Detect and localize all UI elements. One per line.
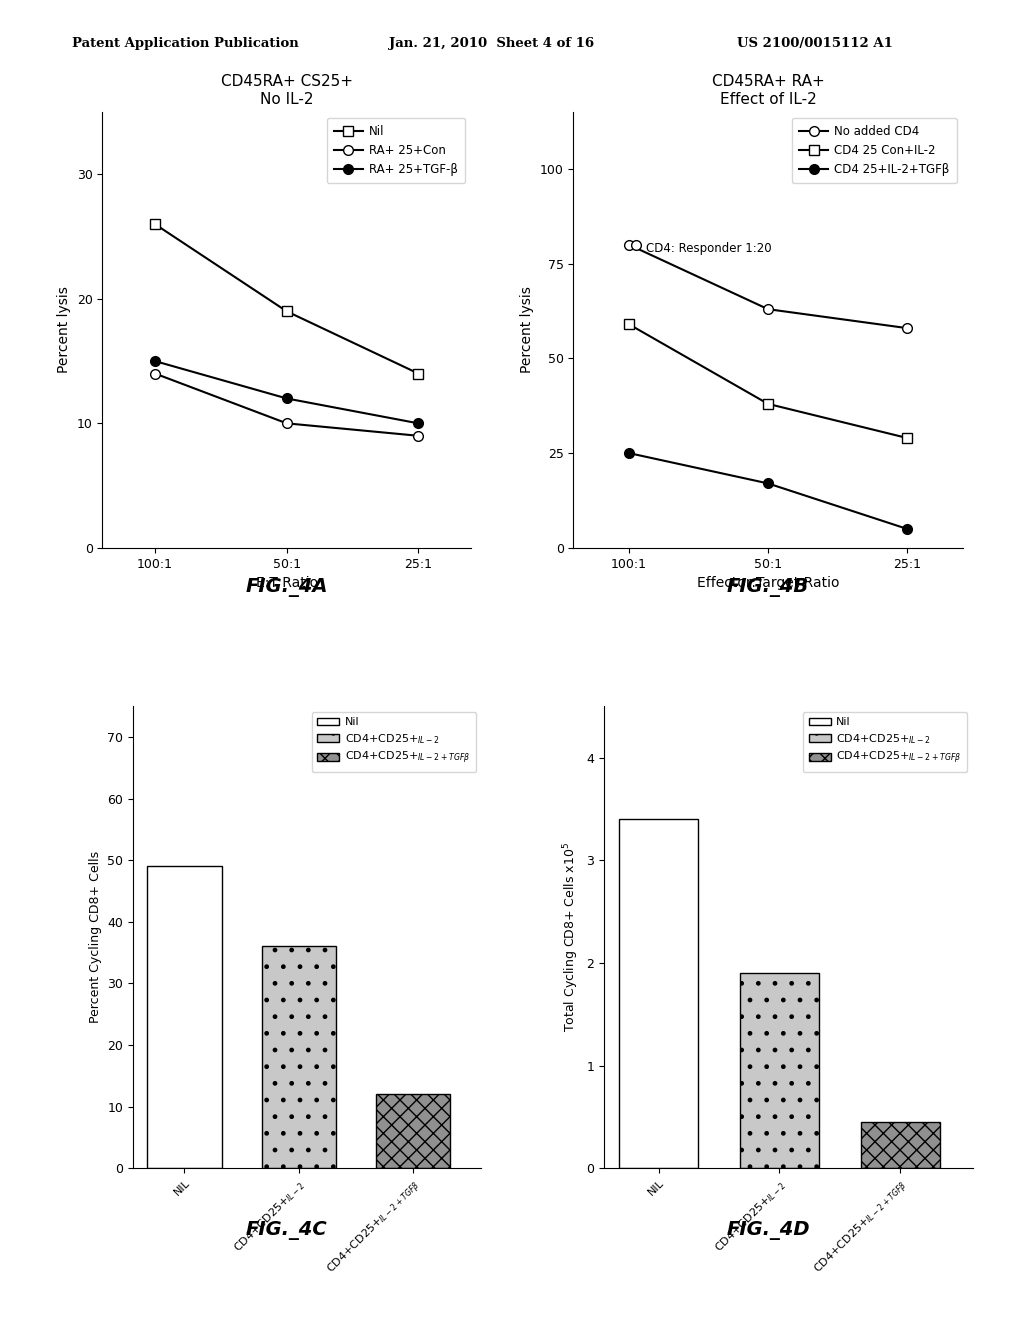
Legend: No added CD4, CD4 25 Con+IL-2, CD4 25+IL-2+TGFβ: No added CD4, CD4 25 Con+IL-2, CD4 25+IL… xyxy=(792,117,956,183)
Text: CD4: Responder 1:20: CD4: Responder 1:20 xyxy=(646,242,771,255)
Y-axis label: Percent lysis: Percent lysis xyxy=(57,286,72,374)
Bar xyxy=(620,820,697,1168)
Bar xyxy=(740,973,819,1168)
Line: RA+ 25+Con: RA+ 25+Con xyxy=(151,368,423,441)
Legend: Nil, RA+ 25+Con, RA+ 25+TGF-β: Nil, RA+ 25+Con, RA+ 25+TGF-β xyxy=(327,117,465,183)
Y-axis label: Total Cycling CD8+ Cells x10$^5$: Total Cycling CD8+ Cells x10$^5$ xyxy=(561,842,581,1032)
Text: US 2100/0015112 A1: US 2100/0015112 A1 xyxy=(737,37,893,50)
No added CD4 xyxy=(901,321,913,337)
Text: Jan. 21, 2010  Sheet 4 of 16: Jan. 21, 2010 Sheet 4 of 16 xyxy=(389,37,594,50)
X-axis label: Effector:Target Ratio: Effector:Target Ratio xyxy=(696,576,840,590)
CD4 25 Con+IL-2 xyxy=(623,317,635,333)
Title: CD45RA+ RA+
Effect of IL-2: CD45RA+ RA+ Effect of IL-2 xyxy=(712,74,824,107)
Line: No added CD4: No added CD4 xyxy=(625,240,911,333)
Y-axis label: Percent Cycling CD8+ Cells: Percent Cycling CD8+ Cells xyxy=(89,851,101,1023)
Title: CD45RA+ CS25+
No IL-2: CD45RA+ CS25+ No IL-2 xyxy=(221,74,352,107)
Line: CD4 25 Con+IL-2: CD4 25 Con+IL-2 xyxy=(625,319,911,442)
Bar xyxy=(261,946,336,1168)
CD4 25+IL-2+TGFβ xyxy=(623,445,635,461)
No added CD4 xyxy=(623,236,635,252)
Text: FIG._4B: FIG._4B xyxy=(727,578,809,597)
Text: FIG._4D: FIG._4D xyxy=(726,1221,810,1239)
RA+ 25+Con xyxy=(148,366,161,381)
Text: Patent Application Publication: Patent Application Publication xyxy=(72,37,298,50)
Line: Nil: Nil xyxy=(151,219,423,379)
Text: FIG._4C: FIG._4C xyxy=(246,1221,328,1239)
X-axis label: E:T Ratio: E:T Ratio xyxy=(256,576,317,590)
CD4 25+IL-2+TGFβ xyxy=(762,475,774,491)
RA+ 25+TGF-β xyxy=(281,391,293,407)
RA+ 25+TGF-β xyxy=(148,354,161,370)
CD4 25 Con+IL-2 xyxy=(762,396,774,412)
Line: CD4 25+IL-2+TGFβ: CD4 25+IL-2+TGFβ xyxy=(625,449,911,533)
Bar xyxy=(376,1094,450,1168)
Nil xyxy=(148,216,161,232)
Y-axis label: Percent lysis: Percent lysis xyxy=(520,286,535,374)
Nil xyxy=(413,366,425,381)
Text: FIG._4A: FIG._4A xyxy=(246,578,328,597)
RA+ 25+Con xyxy=(413,428,425,444)
Legend: Nil, CD4+CD25+$_{IL-2}$, CD4+CD25+$_{IL-2+TGF\beta}$: Nil, CD4+CD25+$_{IL-2}$, CD4+CD25+$_{IL-… xyxy=(803,711,968,772)
Legend: Nil, CD4+CD25+$_{IL-2}$, CD4+CD25+$_{IL-2+TGF\beta}$: Nil, CD4+CD25+$_{IL-2}$, CD4+CD25+$_{IL-… xyxy=(311,711,476,772)
No added CD4 xyxy=(762,301,774,317)
CD4 25 Con+IL-2 xyxy=(901,430,913,446)
Nil xyxy=(281,304,293,319)
CD4 25+IL-2+TGFβ xyxy=(901,521,913,537)
Bar xyxy=(147,866,221,1168)
RA+ 25+TGF-β xyxy=(413,416,425,432)
RA+ 25+Con xyxy=(281,416,293,432)
Line: RA+ 25+TGF-β: RA+ 25+TGF-β xyxy=(151,356,423,428)
Bar xyxy=(861,1122,940,1168)
